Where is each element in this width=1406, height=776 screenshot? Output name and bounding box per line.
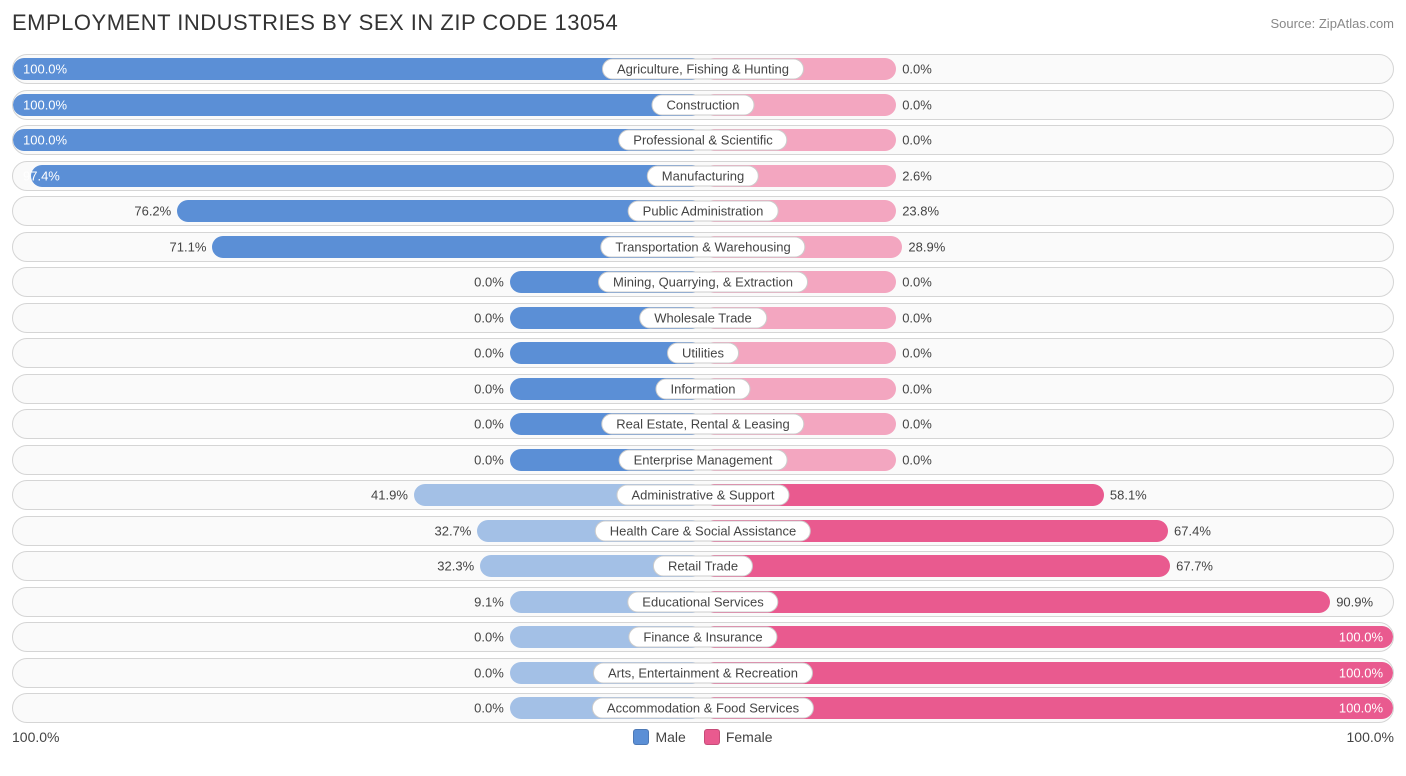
female-pct: 0.0% (902, 346, 932, 361)
female-bar (703, 626, 1393, 648)
chart-title: EMPLOYMENT INDUSTRIES BY SEX IN ZIP CODE… (12, 10, 618, 36)
male-pct: 0.0% (474, 275, 504, 290)
category-label: Wholesale Trade (639, 307, 767, 328)
male-bar (13, 129, 703, 151)
swatch-male (633, 729, 649, 745)
chart-row: 0.0% 0.0% Utilities (12, 338, 1394, 368)
female-pct: 58.1% (1110, 488, 1147, 503)
axis-right-label: 100.0% (1347, 729, 1394, 745)
male-pct: 0.0% (474, 630, 504, 645)
female-pct: 0.0% (902, 133, 932, 148)
legend-male: Male (633, 729, 685, 745)
axis-left-label: 100.0% (12, 729, 59, 745)
male-bar (177, 200, 703, 222)
female-pct: 2.6% (902, 168, 932, 183)
chart-row: 0.0% 100.0% Accommodation & Food Services (12, 693, 1394, 723)
female-pct: 67.7% (1176, 559, 1213, 574)
chart-row: 0.0% 100.0% Finance & Insurance (12, 622, 1394, 652)
chart-row: 41.9% 58.1% Administrative & Support (12, 480, 1394, 510)
category-label: Construction (652, 94, 755, 115)
chart-row: 32.7% 67.4% Health Care & Social Assistanc… (12, 516, 1394, 546)
category-label: Finance & Insurance (628, 627, 777, 648)
category-label: Public Administration (628, 201, 779, 222)
chart-row: 0.0% 0.0% Enterprise Management (12, 445, 1394, 475)
chart-row: 76.2% 23.8% Public Administration (12, 196, 1394, 226)
chart-row: 71.1% 28.9% Transportation & Warehousing (12, 232, 1394, 262)
chart-row: 0.0% 0.0% Information (12, 374, 1394, 404)
male-pct: 0.0% (474, 417, 504, 432)
chart-header: EMPLOYMENT INDUSTRIES BY SEX IN ZIP CODE… (12, 10, 1394, 36)
category-label: Transportation & Warehousing (600, 236, 805, 257)
female-pct: 90.9% (1336, 594, 1373, 609)
category-label: Mining, Quarrying, & Extraction (598, 272, 808, 293)
chart-row: 32.3% 67.7% Retail Trade (12, 551, 1394, 581)
male-pct: 100.0% (23, 97, 67, 112)
male-pct: 0.0% (474, 665, 504, 680)
male-pct: 0.0% (474, 452, 504, 467)
category-label: Information (655, 378, 750, 399)
male-pct: 0.0% (474, 310, 504, 325)
category-label: Manufacturing (647, 165, 759, 186)
chart-row: 0.0% 0.0% Wholesale Trade (12, 303, 1394, 333)
male-pct: 97.4% (23, 168, 60, 183)
female-pct: 0.0% (902, 62, 932, 77)
male-pct: 0.0% (474, 346, 504, 361)
chart-row: 0.0% 100.0% Arts, Entertainment & Recreati… (12, 658, 1394, 688)
male-bar (13, 94, 703, 116)
female-bar (703, 555, 1170, 577)
legend-male-label: Male (655, 729, 685, 745)
legend-female-label: Female (726, 729, 773, 745)
female-bar (703, 591, 1330, 613)
diverging-bar-chart: 100.0% 0.0% Agriculture, Fishing & Hunting… (12, 54, 1394, 723)
category-label: Agriculture, Fishing & Hunting (602, 59, 804, 80)
male-pct: 0.0% (474, 381, 504, 396)
swatch-female (704, 729, 720, 745)
female-pct: 100.0% (1339, 701, 1383, 716)
male-bar (31, 165, 703, 187)
female-pct: 0.0% (902, 275, 932, 290)
chart-row: 0.0% 0.0% Real Estate, Rental & Leasing (12, 409, 1394, 439)
chart-row: 9.1% 90.9% Educational Services (12, 587, 1394, 617)
male-pct: 41.9% (371, 488, 408, 503)
female-pct: 0.0% (902, 417, 932, 432)
category-label: Professional & Scientific (618, 130, 787, 151)
female-pct: 0.0% (902, 452, 932, 467)
female-pct: 100.0% (1339, 630, 1383, 645)
female-pct: 0.0% (902, 381, 932, 396)
category-label: Utilities (667, 343, 739, 364)
male-pct: 76.2% (134, 204, 171, 219)
category-label: Health Care & Social Assistance (595, 520, 811, 541)
male-pct: 32.7% (435, 523, 472, 538)
male-pct: 100.0% (23, 133, 67, 148)
chart-footer: 100.0% Male Female 100.0% (12, 729, 1394, 745)
male-bar (13, 58, 703, 80)
female-pct: 100.0% (1339, 665, 1383, 680)
chart-row: 100.0% 0.0% Professional & Scientific (12, 125, 1394, 155)
male-pct: 32.3% (437, 559, 474, 574)
chart-row: 100.0% 0.0% Agriculture, Fishing & Hunting (12, 54, 1394, 84)
category-label: Arts, Entertainment & Recreation (593, 662, 813, 683)
category-label: Retail Trade (653, 556, 753, 577)
female-pct: 0.0% (902, 310, 932, 325)
female-pct: 67.4% (1174, 523, 1211, 538)
category-label: Administrative & Support (616, 485, 789, 506)
legend: Male Female (633, 729, 772, 745)
category-label: Accommodation & Food Services (592, 698, 814, 719)
male-pct: 100.0% (23, 62, 67, 77)
category-label: Real Estate, Rental & Leasing (601, 414, 804, 435)
legend-female: Female (704, 729, 773, 745)
male-pct: 9.1% (474, 594, 504, 609)
male-pct: 71.1% (170, 239, 207, 254)
category-label: Educational Services (627, 591, 778, 612)
female-pct: 28.9% (908, 239, 945, 254)
chart-row: 0.0% 0.0% Mining, Quarrying, & Extraction (12, 267, 1394, 297)
chart-row: 100.0% 0.0% Construction (12, 90, 1394, 120)
female-pct: 23.8% (902, 204, 939, 219)
category-label: Enterprise Management (619, 449, 788, 470)
chart-row: 97.4% 2.6% Manufacturing (12, 161, 1394, 191)
female-pct: 0.0% (902, 97, 932, 112)
male-pct: 0.0% (474, 701, 504, 716)
chart-source: Source: ZipAtlas.com (1270, 16, 1394, 31)
